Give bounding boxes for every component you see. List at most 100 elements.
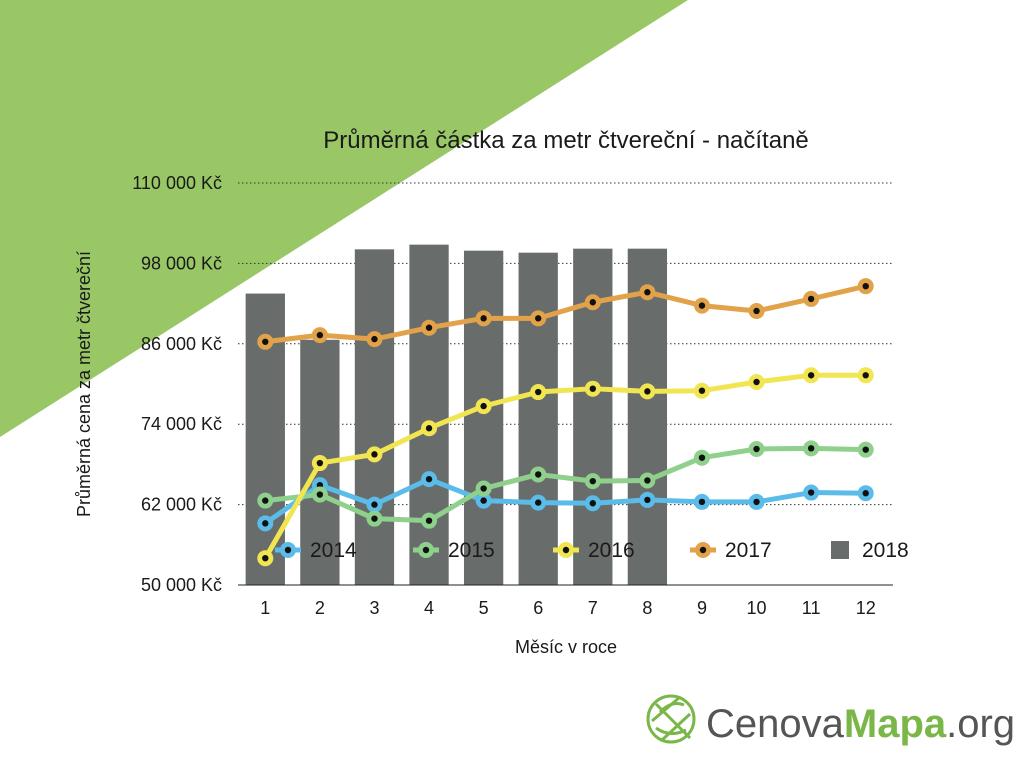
line-2014 [262,476,869,526]
point-2015-4 [421,512,438,529]
point-2016-4 [421,420,438,437]
x-tick-label: 6 [533,598,543,618]
point-2014-5 [475,492,492,509]
bar-2018-5 [463,250,504,586]
point-2015-1 [257,492,274,509]
legend-swatch [831,541,849,559]
point-2014-4 [421,471,438,488]
point-2014-10 [748,493,765,510]
chart-title: Průměrná částka za metr čtvereční - načí… [323,127,809,154]
point-2016-5 [475,398,492,415]
point-2017-11 [803,290,820,307]
y-tick-label: 98 000 Kč [141,253,222,273]
point-2015-12 [857,441,874,458]
bar-2018-4 [409,244,449,585]
bar-2018-6 [518,252,558,585]
point-2014-7 [584,495,601,512]
point-2016-11 [803,367,820,384]
line-2015 [262,445,869,524]
y-tick-label: 86 000 Kč [141,334,222,354]
point-2015-9 [693,449,710,466]
line-series-group [257,278,874,567]
bar-2018-3 [354,249,395,585]
point-2014-3 [366,496,383,513]
point-2014-12 [857,485,874,502]
x-tick-label: 3 [369,598,379,618]
x-tick-label: 10 [747,598,767,618]
point-2017-5 [475,310,492,327]
point-2014-9 [693,493,710,510]
point-2014-6 [530,494,547,511]
x-tick-label: 1 [260,598,270,618]
point-2017-6 [530,310,547,327]
y-tick-label: 50 000 Kč [141,575,222,595]
point-2014-8 [639,491,656,508]
bar-2018-8 [627,248,668,585]
y-tick-label: 110 000 Kč [132,173,222,193]
point-2015-8 [639,472,656,489]
point-2016-3 [366,446,383,463]
point-2017-12 [857,278,874,295]
legend-item-2015: 2015 [413,539,495,562]
point-2014-1 [257,515,274,532]
point-2016-2 [311,455,328,472]
point-2016-1 [257,550,274,567]
x-tick-label: 7 [588,598,598,618]
point-2014-11 [803,484,820,501]
brand-wordmark: CenovaMapa.org [706,702,1015,746]
y-tick-label: 62 000 Kč [141,495,222,515]
brand-part-3: .org [946,702,1015,746]
y-tick-label: 74 000 Kč [141,414,222,434]
corner-decoration [0,0,688,437]
legend-item-2014: 2014 [275,539,357,562]
point-2015-11 [803,440,820,457]
point-2017-10 [748,302,765,319]
y-axis-ticks: 50 000 Kč 62 000 Kč 74 000 Kč 86 000 Kč 98 0… [132,173,222,595]
x-tick-label: 9 [697,598,707,618]
point-2017-4 [421,319,438,336]
x-tick-label: 5 [479,598,489,618]
point-2017-3 [366,331,383,348]
line-2017 [262,283,869,345]
brand-part-1: Cenova [706,702,845,746]
point-2016-6 [530,384,547,401]
legend-item-2016: 2016 [553,539,635,562]
point-2017-1 [257,333,274,350]
x-tick-label: 11 [802,598,821,618]
point-2016-10 [748,373,765,390]
x-tick-label: 2 [315,598,325,618]
legend-label: 2014 [310,539,357,562]
legend-label: 2017 [725,539,772,562]
legend-item-2018: 2018 [831,539,909,562]
brand-logo: CenovaMapa.org [646,694,1015,746]
point-2017-9 [693,297,710,314]
y-axis-label: Průměrná cena za metr čtvereční [74,251,94,517]
legend-item-2017: 2017 [690,539,772,562]
point-2016-12 [857,367,874,384]
chart-legend: 2014 2015 2016 2017 2018 [275,539,909,562]
legend-label: 2015 [448,539,495,562]
point-2015-2 [311,486,328,503]
x-axis-ticks: 1 2 3 4 5 6 7 8 9 10 11 12 [260,598,875,618]
point-2015-10 [748,440,765,457]
brand-part-2: Mapa [844,702,947,746]
x-tick-label: 8 [642,598,652,618]
point-2015-7 [584,473,601,490]
point-2015-3 [366,510,383,527]
globe-icon [646,694,696,744]
x-axis-label: Měsíc v roce [515,637,617,657]
point-2016-9 [693,382,710,399]
point-2016-7 [584,380,601,397]
point-2017-7 [584,294,601,311]
x-tick-label: 4 [424,598,434,618]
line-2016 [262,372,869,561]
point-2015-6 [530,466,547,483]
x-tick-label: 12 [856,598,876,618]
legend-label: 2018 [862,539,909,562]
legend-label: 2016 [588,539,635,562]
point-2016-8 [639,383,656,400]
point-2015-5 [475,480,492,497]
point-2017-8 [639,284,656,301]
point-2017-2 [311,327,328,344]
